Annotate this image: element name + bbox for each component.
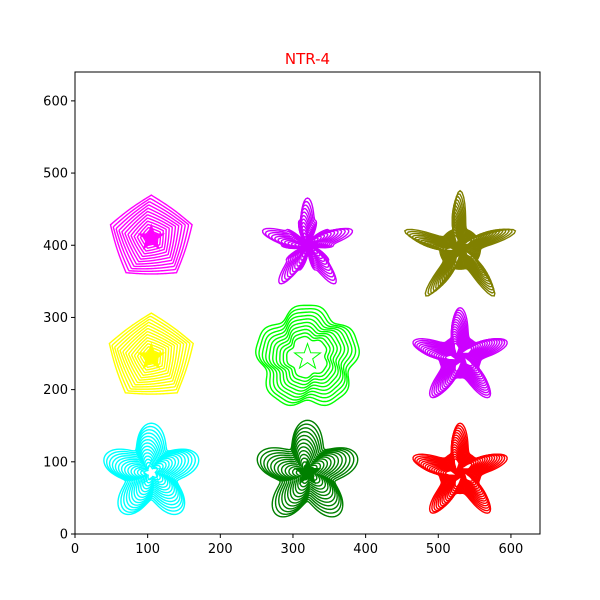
shape-core [293, 341, 322, 370]
shape-ring [256, 419, 359, 518]
shape-ring [136, 342, 164, 371]
shape-ring [282, 332, 331, 382]
shape-core [446, 458, 474, 484]
shape-ring [130, 452, 170, 493]
spirograph-shape [103, 422, 200, 516]
shape-ring [273, 438, 340, 504]
shape-ring [133, 455, 167, 490]
spirograph-shape [403, 189, 517, 297]
shape-ring [258, 308, 357, 404]
shape-core [446, 343, 474, 369]
x-tick-label: 500 [426, 542, 451, 557]
shape-ring [118, 204, 183, 268]
shape-ring [133, 340, 167, 374]
shape-core [137, 223, 166, 250]
plot-area-frame [74, 71, 541, 535]
spirograph-shape [412, 306, 508, 399]
spirograph-shape [412, 422, 508, 514]
shape-ring [435, 333, 482, 381]
x-tick-label: 100 [135, 542, 160, 557]
shape-core [137, 342, 166, 370]
shape-ring [261, 311, 353, 401]
shape-ring [284, 450, 329, 495]
y-tick-label: 300 [43, 311, 68, 326]
shape-ring [266, 430, 347, 510]
y-axis: 0 100 200 300 400 500 600 [43, 94, 75, 543]
shape-ring [270, 434, 343, 507]
shape-ring [435, 448, 482, 496]
shape-ring [127, 448, 173, 496]
shape-ring [127, 214, 173, 260]
shape-ring [261, 197, 354, 285]
shape-ring [263, 427, 351, 513]
shape-ring [114, 435, 186, 506]
shape-ring [115, 201, 186, 270]
shape-ring [114, 318, 188, 390]
shape-ring [120, 442, 180, 501]
shape-ring [288, 453, 325, 491]
y-tick-label: 600 [43, 94, 68, 109]
shape-ring [403, 189, 517, 297]
spirograph-shape [108, 312, 195, 395]
x-tick-label: 200 [208, 542, 233, 557]
shape-ring [265, 314, 349, 398]
x-axis: 0 100 200 300 400 500 600 [71, 534, 523, 557]
shape-ring [279, 328, 335, 386]
shape-ring [111, 432, 190, 509]
shape-ring [412, 306, 508, 399]
shape-ring [133, 220, 167, 255]
shape-ring [119, 324, 182, 386]
y-tick-label: 100 [43, 455, 68, 470]
shape-core [138, 458, 165, 484]
y-tick-label: 500 [43, 167, 68, 182]
shape-core [444, 232, 476, 262]
spirograph-shape [255, 304, 360, 407]
shape-ring [275, 325, 338, 389]
x-tick-label: 400 [353, 542, 378, 557]
shape-ring [125, 330, 176, 381]
shape-ring [130, 337, 170, 376]
y-tick-label: 0 [60, 528, 68, 543]
shape-ring [103, 422, 200, 516]
shape-core [293, 458, 322, 485]
shape-ring [140, 461, 161, 484]
shape-ring [124, 210, 177, 263]
shape-ring [108, 312, 195, 395]
shape-ring [121, 207, 180, 265]
x-tick-label: 300 [281, 542, 306, 557]
shape-ring [112, 197, 190, 273]
x-tick-label: 0 [71, 542, 79, 557]
spirograph-shape [256, 419, 359, 518]
shape-ring [116, 321, 185, 388]
shape-ring [117, 438, 183, 504]
shape-ring [130, 217, 170, 258]
shape-ring [277, 442, 336, 501]
shape-ring [109, 194, 193, 275]
shape-ring [124, 445, 177, 498]
spirograph-shape [261, 197, 354, 285]
shape-ring [280, 446, 332, 498]
shape-core [294, 231, 321, 257]
shape-ring [105, 425, 196, 513]
shape-ring [255, 304, 360, 407]
shape-ring [412, 422, 508, 514]
shape-ring [136, 223, 164, 252]
y-tick-label: 400 [43, 239, 68, 254]
shape-ring [108, 429, 193, 511]
shape-ring [122, 327, 179, 384]
chart-title: NTR-4 [285, 50, 330, 68]
shape-ring [272, 321, 342, 392]
shape-ring [268, 318, 346, 395]
shape-ring [259, 423, 355, 516]
shape-ring [286, 335, 328, 379]
spirograph-shape [109, 194, 193, 275]
shape-ring [111, 315, 191, 393]
spirograph-shapes [103, 189, 517, 518]
shape-ring [127, 333, 173, 379]
y-tick-label: 200 [43, 383, 68, 398]
x-tick-label: 600 [499, 542, 524, 557]
